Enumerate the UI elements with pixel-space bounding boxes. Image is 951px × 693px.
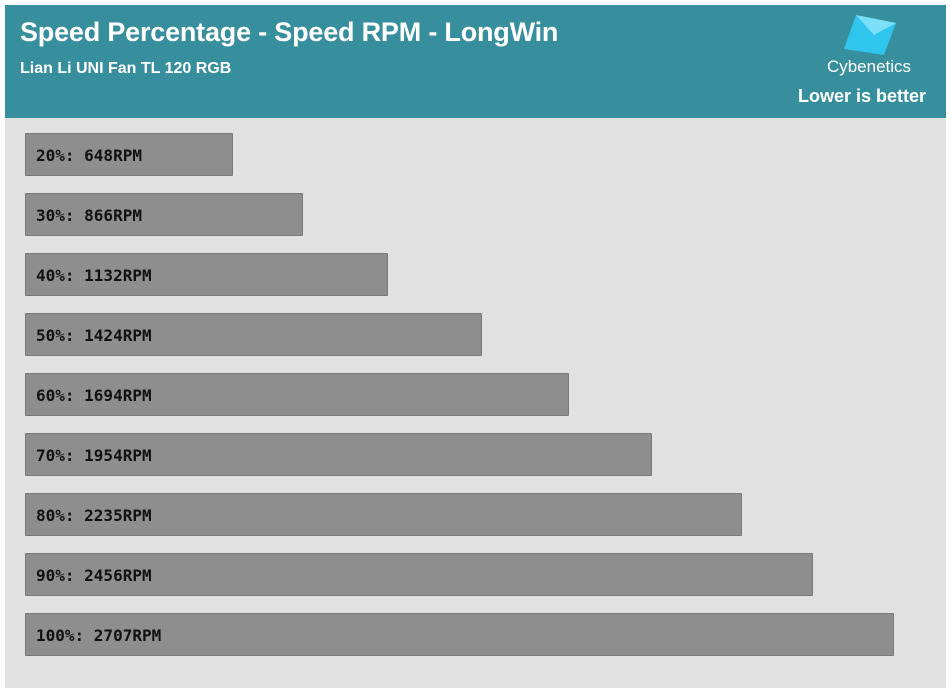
bar-60pct: 60%: 1694RPM xyxy=(25,373,569,416)
bar-90pct: 90%: 2456RPM xyxy=(25,553,813,596)
bar-100pct: 100%: 2707RPM xyxy=(25,613,894,656)
bar-label: 70%: 1954RPM xyxy=(36,446,152,465)
bar-70pct: 70%: 1954RPM xyxy=(25,433,652,476)
bar-50pct: 50%: 1424RPM xyxy=(25,313,482,356)
chart-title: Speed Percentage - Speed RPM - LongWin xyxy=(20,17,559,47)
chart-frame: Speed Percentage - Speed RPM - LongWin L… xyxy=(5,5,946,688)
brand-name: Cybenetics xyxy=(826,57,912,76)
brand-logo: Cybenetics xyxy=(814,13,924,83)
bar-label: 60%: 1694RPM xyxy=(36,386,152,405)
bar-80pct: 80%: 2235RPM xyxy=(25,493,742,536)
bar-30pct: 30%: 866RPM xyxy=(25,193,303,236)
bar-area: 20%: 648RPM 30%: 866RPM 40%: 1132RPM 50%: 1… xyxy=(5,118,946,688)
bar-40pct: 40%: 1132RPM xyxy=(25,253,388,296)
lower-is-better-note: Lower is better xyxy=(797,86,926,106)
chart-header: Speed Percentage - Speed RPM - LongWin L… xyxy=(5,5,946,118)
bar-label: 40%: 1132RPM xyxy=(36,266,152,285)
bar-label: 30%: 866RPM xyxy=(36,206,142,225)
logo-mark-icon xyxy=(844,15,896,55)
chart-subtitle: Lian Li UNI Fan TL 120 RGB xyxy=(20,60,232,77)
bar-label: 50%: 1424RPM xyxy=(36,326,152,345)
bar-label: 80%: 2235RPM xyxy=(36,506,152,525)
bar-label: 20%: 648RPM xyxy=(36,146,142,165)
bar-label: 100%: 2707RPM xyxy=(36,626,162,645)
bar-label: 90%: 2456RPM xyxy=(36,566,152,585)
bar-20pct: 20%: 648RPM xyxy=(25,133,233,176)
